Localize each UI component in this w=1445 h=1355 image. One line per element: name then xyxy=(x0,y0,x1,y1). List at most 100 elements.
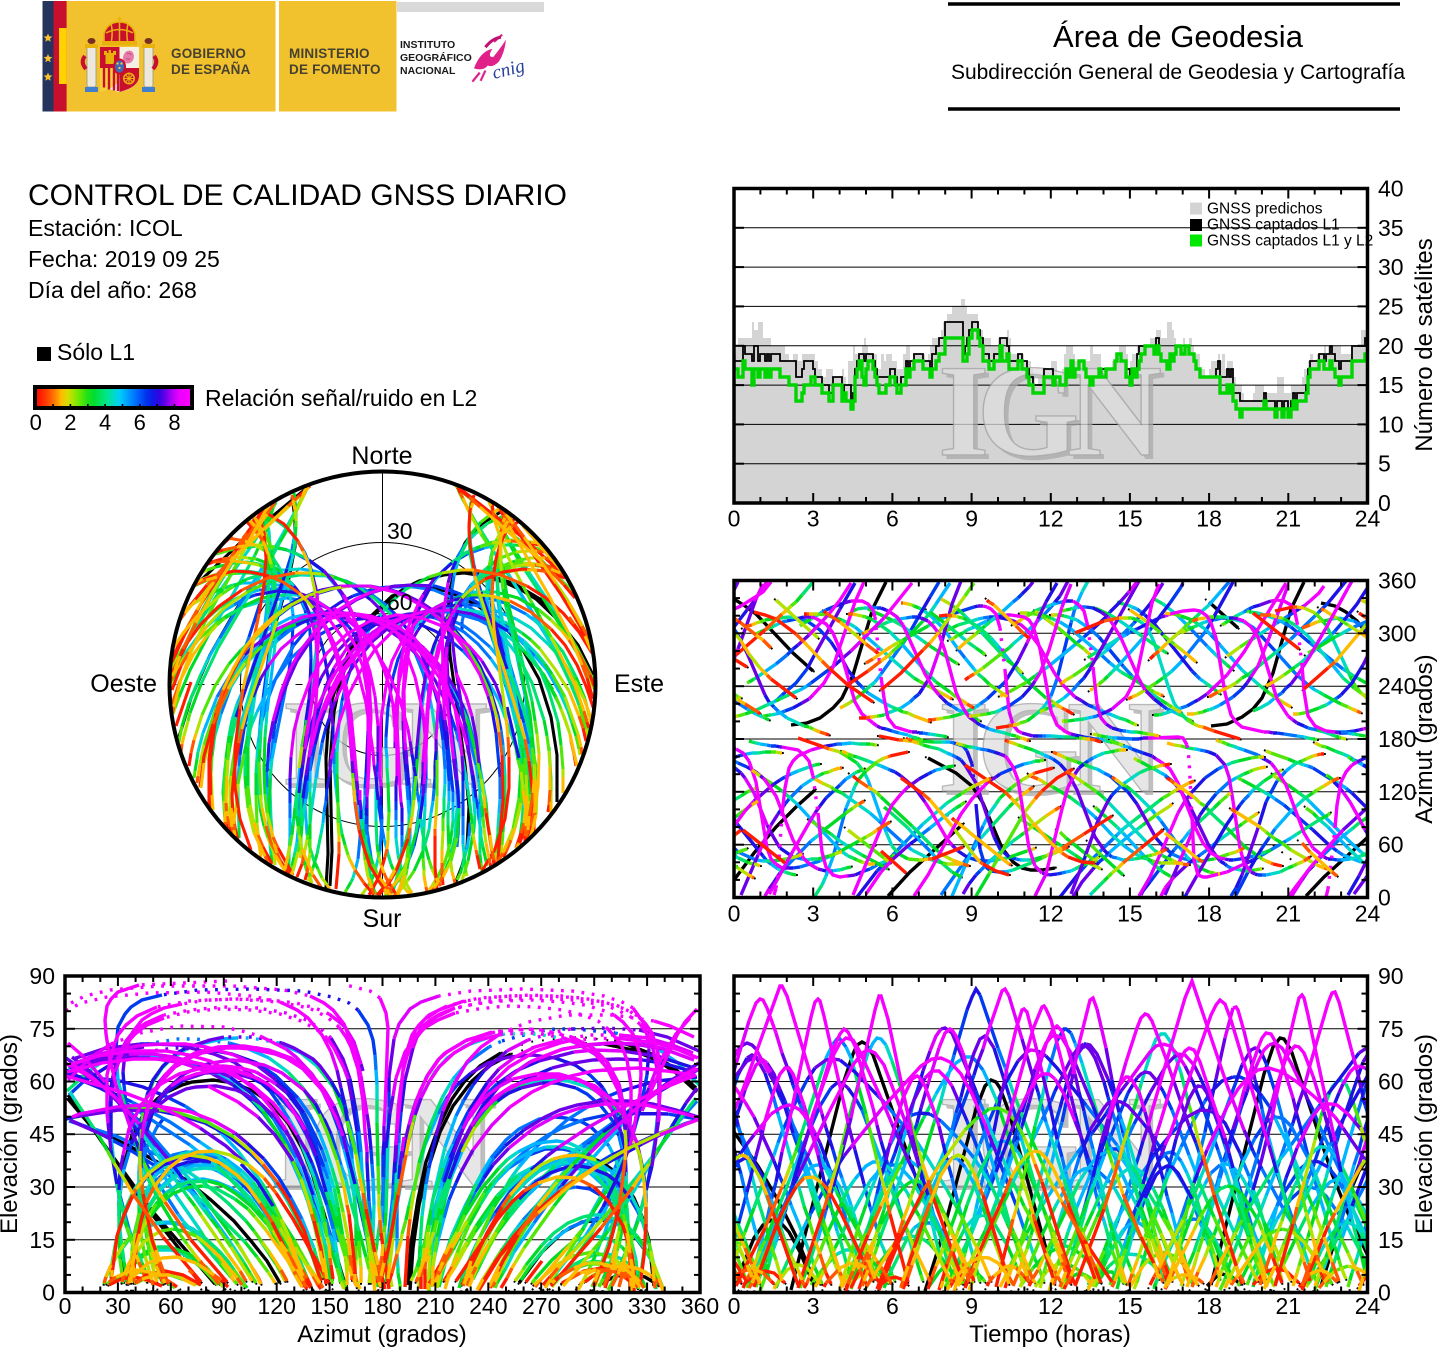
svg-text:Sólo L1: Sólo L1 xyxy=(57,339,135,365)
svg-text:Área de Geodesia: Área de Geodesia xyxy=(1053,19,1304,54)
svg-text:21: 21 xyxy=(1276,901,1302,927)
svg-text:4: 4 xyxy=(99,410,111,435)
svg-text:0: 0 xyxy=(59,1293,72,1319)
svg-text:60: 60 xyxy=(387,589,413,615)
svg-text:0: 0 xyxy=(1378,885,1391,911)
svg-text:9: 9 xyxy=(965,506,978,532)
svg-text:120: 120 xyxy=(258,1293,296,1319)
svg-text:5: 5 xyxy=(1378,451,1391,477)
svg-text:24: 24 xyxy=(1355,1293,1381,1319)
svg-text:45: 45 xyxy=(1378,1121,1404,1147)
svg-text:12: 12 xyxy=(1038,506,1064,532)
svg-text:45: 45 xyxy=(29,1121,55,1147)
svg-text:2: 2 xyxy=(64,410,76,435)
svg-text:GNSS captados L1 y L2: GNSS captados L1 y L2 xyxy=(1207,233,1373,250)
svg-text:Sur: Sur xyxy=(363,905,402,933)
svg-text:15: 15 xyxy=(29,1227,55,1253)
svg-text:Relación señal/ruido en L2: Relación señal/ruido en L2 xyxy=(205,385,477,411)
svg-text:INSTITUTO: INSTITUTO xyxy=(400,39,455,51)
svg-text:8: 8 xyxy=(168,410,180,435)
svg-text:90: 90 xyxy=(211,1293,237,1319)
svg-text:60: 60 xyxy=(158,1293,184,1319)
svg-text:15: 15 xyxy=(1378,372,1404,398)
svg-text:15: 15 xyxy=(1378,1227,1404,1253)
svg-text:9: 9 xyxy=(965,1293,978,1319)
svg-text:30: 30 xyxy=(29,1174,55,1200)
svg-text:Día del año: 268: Día del año: 268 xyxy=(28,277,197,303)
svg-text:24: 24 xyxy=(1355,506,1381,532)
svg-text:20: 20 xyxy=(1378,333,1404,359)
svg-text:25: 25 xyxy=(1378,293,1404,319)
svg-text:GOBIERNO: GOBIERNO xyxy=(171,46,246,61)
svg-text:21: 21 xyxy=(1276,1293,1302,1319)
svg-text:0: 0 xyxy=(728,1293,741,1319)
svg-text:30: 30 xyxy=(1378,254,1404,280)
svg-text:75: 75 xyxy=(29,1016,55,1042)
svg-text:GNSS captados L1: GNSS captados L1 xyxy=(1207,217,1340,234)
svg-text:Oeste: Oeste xyxy=(90,670,157,698)
svg-text:12: 12 xyxy=(1038,901,1064,927)
svg-text:Fecha: 2019 09 25: Fecha: 2019 09 25 xyxy=(28,246,220,272)
svg-text:40: 40 xyxy=(1378,176,1404,202)
svg-text:6: 6 xyxy=(134,410,146,435)
svg-text:75: 75 xyxy=(1378,1016,1404,1042)
svg-text:10: 10 xyxy=(1378,411,1404,437)
svg-text:Azimut (grados): Azimut (grados) xyxy=(1411,654,1438,823)
svg-text:18: 18 xyxy=(1196,506,1222,532)
svg-text:Número de satélites: Número de satélites xyxy=(1411,238,1438,451)
svg-text:6: 6 xyxy=(886,1293,899,1319)
svg-text:120: 120 xyxy=(1378,779,1416,805)
svg-text:3: 3 xyxy=(807,901,820,927)
svg-text:60: 60 xyxy=(1378,832,1404,858)
svg-text:Este: Este xyxy=(614,670,664,698)
svg-text:Subdirección General de Geodes: Subdirección General de Geodesia y Carto… xyxy=(951,61,1405,84)
svg-text:360: 360 xyxy=(1378,568,1416,594)
svg-text:180: 180 xyxy=(363,1293,401,1319)
svg-text:MINISTERIO: MINISTERIO xyxy=(289,46,370,61)
svg-text:Azimut (grados): Azimut (grados) xyxy=(297,1321,466,1348)
svg-text:60: 60 xyxy=(1378,1069,1404,1095)
svg-text:0: 0 xyxy=(30,410,42,435)
svg-text:240: 240 xyxy=(469,1293,507,1319)
svg-text:6: 6 xyxy=(886,901,899,927)
svg-text:15: 15 xyxy=(1117,901,1143,927)
svg-text:18: 18 xyxy=(1196,901,1222,927)
svg-text:21: 21 xyxy=(1276,506,1302,532)
svg-text:CONTROL DE CALIDAD GNSS DIARIO: CONTROL DE CALIDAD GNSS DIARIO xyxy=(28,179,567,212)
svg-text:30: 30 xyxy=(1378,1174,1404,1200)
svg-text:300: 300 xyxy=(1378,620,1416,646)
svg-text:0: 0 xyxy=(728,506,741,532)
svg-text:0: 0 xyxy=(42,1280,55,1306)
svg-text:0: 0 xyxy=(1378,1280,1391,1306)
svg-text:360: 360 xyxy=(681,1293,719,1319)
svg-text:12: 12 xyxy=(1038,1293,1064,1319)
svg-text:24: 24 xyxy=(1355,901,1381,927)
svg-text:180: 180 xyxy=(1378,726,1416,752)
svg-text:90: 90 xyxy=(1378,963,1404,989)
svg-text:Norte: Norte xyxy=(351,442,412,470)
svg-text:330: 330 xyxy=(628,1293,666,1319)
svg-text:DE ESPAÑA: DE ESPAÑA xyxy=(171,62,251,77)
svg-text:60: 60 xyxy=(29,1069,55,1095)
svg-text:Elevación (grados): Elevación (grados) xyxy=(0,1034,23,1234)
svg-text:3: 3 xyxy=(807,506,820,532)
svg-text:IGN: IGN xyxy=(938,337,1162,484)
svg-text:6: 6 xyxy=(886,506,899,532)
svg-text:DE FOMENTO: DE FOMENTO xyxy=(289,62,381,77)
svg-text:Estación: ICOL: Estación: ICOL xyxy=(28,215,183,241)
svg-text:9: 9 xyxy=(965,901,978,927)
svg-text:GEOGRÁFICO: GEOGRÁFICO xyxy=(400,51,472,64)
svg-text:35: 35 xyxy=(1378,215,1404,241)
svg-text:0: 0 xyxy=(1378,490,1391,516)
svg-text:300: 300 xyxy=(575,1293,613,1319)
svg-text:150: 150 xyxy=(310,1293,348,1319)
svg-text:NACIONAL: NACIONAL xyxy=(400,65,456,77)
svg-text:3: 3 xyxy=(807,1293,820,1319)
svg-text:15: 15 xyxy=(1117,1293,1143,1319)
svg-text:Tiempo (horas): Tiempo (horas) xyxy=(969,1321,1131,1348)
svg-text:210: 210 xyxy=(416,1293,454,1319)
svg-text:IGN: IGN xyxy=(942,341,1166,488)
svg-text:30: 30 xyxy=(105,1293,131,1319)
svg-text:Elevación (grados): Elevación (grados) xyxy=(1411,1034,1438,1234)
svg-text:GNSS predichos: GNSS predichos xyxy=(1207,201,1323,218)
